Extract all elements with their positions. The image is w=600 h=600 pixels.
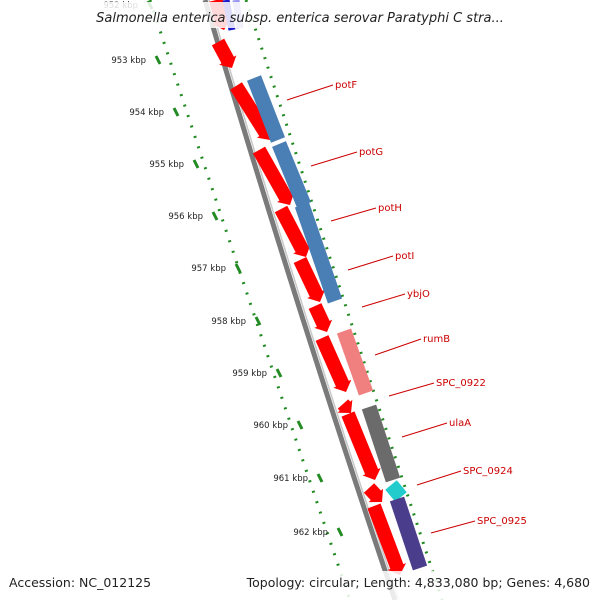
accession-text: Accession: NC_012125 [9, 575, 151, 590]
ruler-tick [211, 211, 219, 221]
ruler-tick [172, 107, 180, 117]
label-leader-line [361, 293, 406, 308]
cds-arrow[interactable] [230, 82, 274, 140]
ruler-tick [254, 316, 262, 326]
label-leader-line [286, 84, 334, 101]
ruler-tick-label: 960 kbp [253, 421, 288, 431]
gene-bar[interactable] [389, 496, 428, 571]
ruler-tick-label: 961 kbp [273, 474, 308, 484]
ruler-tick [316, 473, 324, 483]
label-leader-line [374, 338, 422, 356]
cds-arrow[interactable] [315, 335, 352, 392]
cds-arrow[interactable] [367, 503, 406, 575]
gene-label[interactable]: potG [359, 147, 383, 158]
cds-arrow[interactable] [211, 38, 237, 68]
ruler-tick-label: 956 kbp [168, 212, 203, 222]
label-leader-line [401, 422, 448, 438]
ruler-tick-label: 955 kbp [149, 160, 184, 170]
ruler-tick-label: 959 kbp [232, 369, 267, 379]
ruler-tick-label: 953 kbp [111, 56, 146, 66]
label-leader-line [330, 207, 377, 222]
cds-arrow[interactable] [308, 303, 333, 332]
ruler-tick-label: 958 kbp [211, 317, 246, 327]
cds-arrow[interactable] [363, 483, 384, 503]
ruler-tick-label: 962 kbp [293, 528, 328, 538]
label-leader-line [388, 382, 435, 397]
label-leader-line [347, 255, 394, 271]
gene-label[interactable]: ulaA [449, 418, 471, 429]
gene-label[interactable]: SPC_0924 [463, 466, 513, 477]
gene-bar[interactable] [385, 480, 407, 502]
genome-summary-text: Topology: circular; Length: 4,833,080 bp… [246, 575, 590, 590]
label-leader-line [310, 151, 358, 167]
cds-arrow[interactable] [252, 146, 295, 205]
gene-label[interactable]: potI [395, 251, 414, 262]
gene-label[interactable]: potH [378, 203, 402, 214]
gene-label[interactable]: ybjO [407, 289, 430, 300]
cds-arrow[interactable] [293, 256, 325, 302]
ruler-tick [192, 159, 200, 169]
gene-label[interactable]: SPC_0922 [436, 378, 486, 389]
map-title: Salmonella enterica subsp. enterica sero… [96, 11, 504, 26]
ruler-tick [275, 368, 283, 378]
title-backdrop [80, 2, 520, 28]
ruler-tick [296, 420, 304, 430]
ruler-tick-label: 954 kbp [129, 108, 164, 118]
gene-bar[interactable] [361, 404, 401, 483]
label-leader-line [430, 520, 476, 534]
cds-arrow[interactable] [274, 205, 311, 257]
gene-label-layer: potF potG potH potI ybjO rumB SPC_0922 ulaA SPC_… [286, 80, 527, 534]
gene-label[interactable]: potF [335, 80, 357, 91]
ruler-tick [154, 55, 162, 65]
ruler-tick [336, 527, 344, 537]
cds-arrow[interactable] [341, 411, 381, 480]
ruler-tick [234, 263, 242, 273]
gene-bar[interactable] [247, 75, 285, 143]
gene-layer [209, 0, 428, 575]
footer-backdrop [0, 571, 600, 600]
cds-arrow[interactable] [337, 399, 353, 413]
gene-label[interactable]: SPC_0925 [477, 516, 527, 527]
label-leader-line [416, 470, 462, 486]
gene-label[interactable]: rumB [423, 334, 450, 345]
ruler-tick-label: 957 kbp [191, 264, 226, 274]
gene-bar[interactable] [294, 202, 343, 304]
gene-bar[interactable] [336, 328, 374, 396]
gene-bar[interactable] [272, 141, 311, 208]
